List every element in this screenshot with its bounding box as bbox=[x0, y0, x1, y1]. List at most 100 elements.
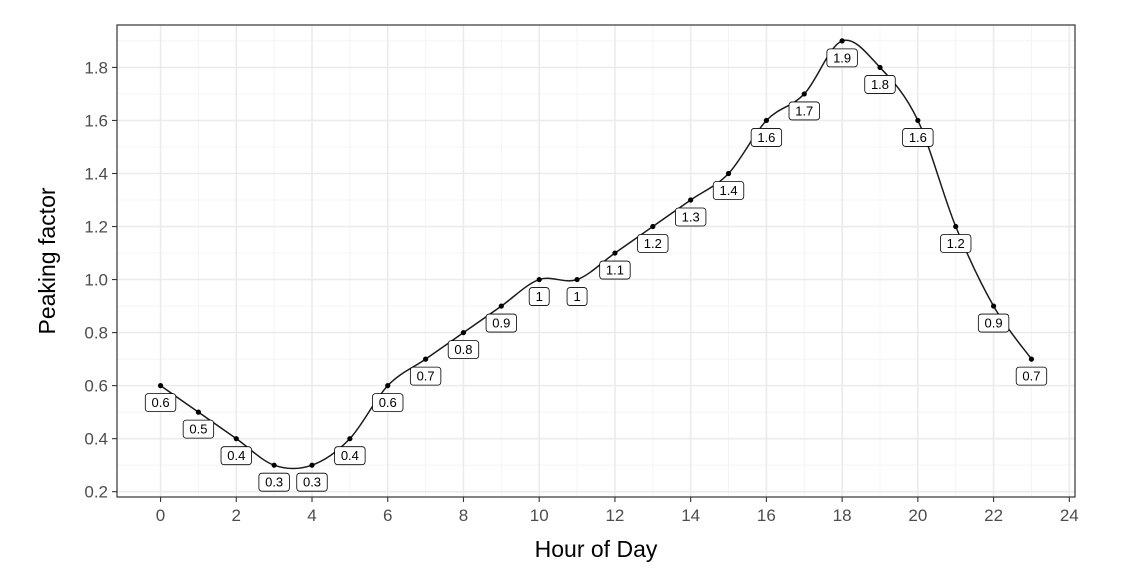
data-point bbox=[423, 356, 429, 362]
x-tick-label: 6 bbox=[383, 506, 392, 525]
data-label-box bbox=[528, 287, 550, 306]
data-label-box bbox=[712, 181, 745, 200]
data-point bbox=[347, 436, 353, 442]
y-tick-label: 0.8 bbox=[84, 324, 108, 343]
data-label-box bbox=[144, 393, 177, 413]
data-label: 1.2 bbox=[940, 234, 972, 253]
data-point bbox=[839, 38, 845, 44]
data-point bbox=[725, 170, 732, 177]
data-label-box bbox=[372, 393, 404, 413]
x-tick-label: 24 bbox=[1060, 506, 1079, 525]
data-label-text: 1.1 bbox=[606, 263, 624, 278]
data-point bbox=[650, 223, 656, 230]
data-label-text: 0.4 bbox=[227, 448, 245, 463]
data-label: 1 bbox=[528, 287, 550, 306]
data-label: 0.4 bbox=[334, 446, 366, 466]
data-label: 1.6 bbox=[750, 128, 783, 147]
data-point bbox=[157, 383, 164, 389]
data-label-box bbox=[258, 472, 290, 492]
data-label-text: 1.7 bbox=[795, 103, 813, 118]
data-label-box bbox=[902, 128, 934, 147]
data-point bbox=[309, 462, 315, 468]
data-label-text: 1.4 bbox=[719, 183, 737, 198]
data-point bbox=[990, 303, 997, 309]
data-label: 0.4 bbox=[220, 446, 252, 466]
data-point bbox=[953, 223, 959, 230]
data-label-text: 1.2 bbox=[644, 236, 662, 251]
y-axis-tick-labels: 0.2 0.4 0.6 0.8 1.0 1.2 1.4 1.6 1.8 bbox=[84, 58, 108, 501]
data-label: 1.4 bbox=[712, 181, 745, 200]
data-label: 0.8 bbox=[447, 340, 480, 359]
y-tick-label: 0.4 bbox=[84, 430, 108, 449]
data-point bbox=[877, 64, 883, 71]
data-label-box bbox=[864, 75, 896, 94]
data-label-text: 0.3 bbox=[303, 475, 321, 490]
x-tick-label: 8 bbox=[459, 506, 468, 525]
data-label: 1.7 bbox=[788, 101, 820, 121]
data-label: 1.8 bbox=[864, 75, 896, 94]
data-point bbox=[271, 462, 277, 468]
data-labels: 0.6 0.5 0.4 0.3 0.3 0.4 0.6 0.7 0.8 0.9 1 1 1.1 1.2 1.… bbox=[144, 48, 1048, 492]
x-tick-label: 14 bbox=[681, 506, 700, 525]
data-label: 0.6 bbox=[372, 393, 404, 413]
x-tick-label: 0 bbox=[156, 506, 165, 525]
x-tick-label: 16 bbox=[757, 506, 776, 525]
data-label: 1.6 bbox=[902, 128, 934, 147]
data-label-box bbox=[675, 207, 707, 227]
data-label: 0.7 bbox=[1015, 366, 1048, 386]
data-label: 0.5 bbox=[182, 419, 215, 439]
data-label-text: 1.3 bbox=[682, 210, 700, 225]
data-label-text: 0.6 bbox=[152, 395, 170, 410]
data-label-box bbox=[296, 472, 328, 492]
data-label-box bbox=[220, 446, 252, 466]
data-point bbox=[1028, 356, 1035, 362]
data-label-text: 1.8 bbox=[871, 77, 889, 92]
data-point bbox=[385, 383, 391, 389]
x-tick-label: 4 bbox=[307, 506, 316, 525]
x-tick-label: 10 bbox=[530, 506, 549, 525]
data-label: 1.3 bbox=[675, 207, 707, 227]
data-label-text: 1.9 bbox=[833, 50, 851, 65]
x-axis-ticks bbox=[159, 497, 1070, 502]
major-gridlines bbox=[117, 25, 1075, 497]
data-label: 0.3 bbox=[258, 472, 290, 492]
x-tick-label: 20 bbox=[908, 506, 927, 525]
data-label: 0.6 bbox=[144, 393, 177, 413]
y-tick-label: 1.2 bbox=[84, 218, 108, 237]
y-tick-label: 0.6 bbox=[84, 377, 108, 396]
data-label-text: 0.3 bbox=[265, 475, 283, 490]
data-point bbox=[688, 197, 694, 203]
data-label-box bbox=[447, 340, 480, 359]
y-tick-label: 0.2 bbox=[84, 483, 108, 502]
y-tick-label: 1.6 bbox=[84, 111, 108, 130]
data-label: 1 bbox=[566, 287, 588, 306]
data-label-text: 0.7 bbox=[417, 369, 435, 384]
series-line bbox=[160, 39, 1033, 470]
data-label-text: 1.2 bbox=[947, 236, 965, 251]
data-label: 1.9 bbox=[826, 48, 858, 68]
y-axis-ticks bbox=[112, 66, 117, 493]
data-label-box bbox=[826, 48, 858, 68]
data-point bbox=[233, 436, 239, 442]
series-line-group bbox=[160, 39, 1033, 470]
data-point bbox=[574, 276, 580, 283]
data-label-box bbox=[940, 234, 972, 253]
data-point bbox=[801, 91, 807, 97]
data-label: 1.2 bbox=[637, 234, 669, 253]
data-label: 1.1 bbox=[599, 260, 631, 280]
x-tick-label: 18 bbox=[833, 506, 852, 525]
data-label-text: 0.6 bbox=[379, 395, 397, 410]
data-label-text: 1.6 bbox=[909, 130, 927, 145]
data-point bbox=[460, 329, 467, 336]
data-label-box bbox=[788, 101, 820, 121]
data-label-box bbox=[637, 234, 669, 253]
data-points bbox=[157, 38, 1035, 468]
data-label-box bbox=[977, 313, 1010, 333]
data-label-text: 1.6 bbox=[757, 130, 775, 145]
data-point bbox=[915, 117, 921, 124]
data-label-text: 0.5 bbox=[189, 422, 207, 437]
x-tick-label: 2 bbox=[232, 506, 241, 525]
panel-border bbox=[116, 24, 1076, 498]
data-label: 0.7 bbox=[409, 366, 442, 386]
